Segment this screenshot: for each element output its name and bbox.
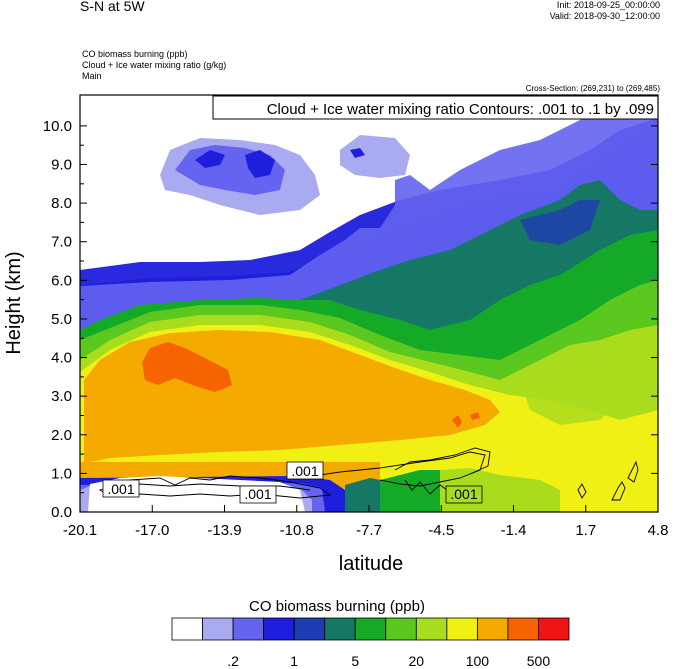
cloud-contours: [98, 447, 639, 501]
colorbar-swatch: [232, 617, 265, 641]
y-tick-label: 1.0: [51, 465, 72, 482]
field-descriptions: CO biomass burning (ppb) Cloud + Ice wat…: [82, 49, 226, 82]
colorbar-swatch: [171, 617, 203, 641]
field-line-domain: Main: [82, 71, 102, 81]
cross-section-label: Cross-Section: (269,231) to (269,485): [525, 84, 660, 93]
x-tick-label: 4.8: [648, 522, 669, 539]
y-tick-label: 9.0: [51, 157, 72, 174]
init-time: Init: 2018-09-25_00:00:00: [556, 0, 660, 10]
x-tick-label: -10.8: [280, 522, 314, 539]
contour-label: .001: [450, 486, 477, 502]
x-tick-label: 1.7: [575, 522, 596, 539]
colorbar-swatch: [202, 617, 234, 641]
y-tick-label: 4.0: [51, 350, 72, 367]
contour-label: .001: [244, 486, 271, 502]
x-axis-label: latitude: [339, 553, 404, 575]
colorbar-swatch: [538, 617, 570, 641]
co-field: [80, 95, 658, 512]
colorbar-swatch: [385, 617, 417, 641]
field-line-co: CO biomass burning (ppb): [82, 49, 188, 59]
y-tick-label: 0.0: [51, 504, 72, 521]
y-tick-label: 3.0: [51, 388, 72, 405]
y-tick-label: 10.0: [43, 118, 72, 135]
field-line-cloud: Cloud + Ice water mixing ratio (g/kg): [82, 60, 227, 70]
colorbar-label: 5: [351, 653, 360, 669]
colorbar: [171, 617, 570, 641]
y-tick-label: 7.0: [51, 234, 72, 251]
valid-time: Valid: 2018-09-30_12:00:00: [549, 11, 660, 21]
colorbar-swatch: [263, 617, 295, 641]
y-tick-label: 5.0: [51, 311, 72, 328]
y-axis: 0.0 1.0 2.0 3.0 4.0 5.0 6.0 7.0 8.0 9.0 10.0: [43, 118, 658, 521]
colorbar-label: 20: [408, 653, 425, 669]
contour-label: .001: [107, 481, 134, 497]
x-tick-label: -4.5: [428, 522, 454, 539]
x-tick-label: -17.0: [135, 522, 169, 539]
contour-label-group: .001 .001 .001 .001: [102, 461, 483, 504]
x-tick-label: -1.4: [501, 522, 527, 539]
contour-info: Cloud + Ice water mixing ratio Contours:…: [267, 101, 654, 118]
colorbar-label: 1: [290, 653, 299, 669]
colorbar-swatch: [293, 617, 326, 641]
colorbar-swatch: [415, 617, 448, 641]
page-title: S-N at 5W: [80, 0, 145, 14]
y-tick-label: 6.0: [51, 272, 72, 289]
colorbar-swatch: [324, 617, 356, 641]
colorbar-label: .2: [227, 653, 239, 669]
x-axis: -20.1 -17.0 -13.9 -10.8 -7.7 -4.5 -1.4 1.7 4.8: [63, 505, 669, 539]
contour-label: .001: [291, 463, 318, 479]
colorbar-swatch: [354, 617, 387, 641]
colorbar-label: 100: [465, 653, 490, 669]
y-axis-label: Height (km): [3, 251, 25, 354]
colorbar-swatch: [446, 617, 478, 641]
x-tick-label: -7.7: [356, 522, 382, 539]
colorbar-label: 500: [526, 653, 551, 669]
y-tick-label: 2.0: [51, 427, 72, 444]
colorbar-swatch: [476, 617, 509, 641]
x-tick-label: -20.1: [63, 522, 97, 539]
y-tick-label: 8.0: [51, 195, 72, 212]
colorbar-swatch: [507, 617, 539, 641]
x-tick-label: -13.9: [207, 522, 241, 539]
colorbar-title: CO biomass burning (ppb): [249, 598, 425, 615]
